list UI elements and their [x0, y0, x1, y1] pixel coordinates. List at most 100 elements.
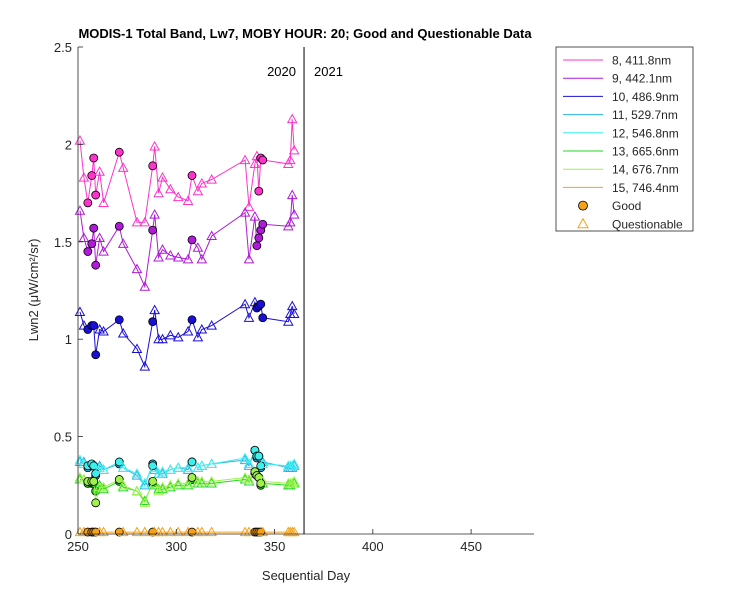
plot-area	[78, 47, 534, 534]
questionable-marker	[157, 244, 168, 254]
x-tick-label: 400	[362, 539, 384, 554]
questionable-marker	[98, 483, 109, 494]
good-marker	[91, 350, 101, 360]
good-marker	[89, 223, 99, 233]
questionable-marker	[165, 481, 176, 492]
questionable-marker	[182, 462, 194, 472]
year-label-2020: 2020	[267, 64, 296, 79]
legend-items: 8, 411.8nm 9, 442.1nm 10, 486.9nm 11, 529.7…	[563, 54, 683, 231]
questionable-marker	[139, 495, 151, 505]
questionable-marker	[131, 485, 143, 496]
questionable-marker	[182, 477, 194, 488]
questionable-marker	[243, 312, 255, 322]
questionable-marker	[192, 462, 204, 472]
x-tick-label: 350	[264, 539, 286, 554]
questionable-marker	[196, 460, 208, 470]
questionable-marker	[139, 497, 151, 507]
questionable-marker	[286, 113, 298, 124]
questionable-marker	[157, 526, 168, 537]
questionable-marker	[239, 207, 251, 217]
good-marker	[187, 457, 197, 467]
questionable-marker	[172, 191, 184, 202]
questionable-marker	[182, 325, 194, 336]
good-marker	[187, 235, 197, 245]
y-tick-label: 1.5	[54, 235, 72, 250]
questionable-marker	[249, 210, 261, 221]
questionable-marker	[149, 477, 161, 488]
questionable-marker	[131, 526, 143, 537]
questionable-marker	[206, 477, 218, 488]
chart-title: MODIS-1 Total Band, Lw7, MOBY HOUR: 20; …	[78, 26, 532, 41]
y-tick-label: 2	[65, 137, 72, 152]
good-marker	[89, 321, 99, 330]
questionable-marker	[149, 304, 161, 315]
x-axis-label: Sequential Day	[262, 568, 351, 583]
questionable-marker	[257, 475, 269, 486]
good-marker	[114, 147, 124, 157]
questionable-marker	[94, 166, 105, 176]
legend-label-questionable: Questionable	[612, 217, 683, 231]
questionable-marker	[239, 154, 251, 165]
legend-box	[555, 46, 694, 232]
questionable-marker	[165, 329, 176, 340]
legend: 8, 411.8nm 9, 442.1nm 10, 486.9nm 11, 529.7…	[555, 46, 694, 232]
x-tick-label: 300	[165, 539, 187, 554]
questionable-marker	[288, 208, 300, 219]
questionable-marker	[98, 464, 109, 474]
questionable-marker	[243, 473, 255, 484]
good-marker	[187, 473, 197, 482]
questionable-marker	[286, 477, 298, 488]
questionable-marker	[131, 263, 143, 274]
questionable-marker	[182, 253, 194, 264]
questionable-marker	[117, 462, 129, 472]
y-axis-label: Lwn2 (μW/cm²/sr)	[26, 239, 41, 342]
good-marker	[91, 190, 101, 200]
year-label-2021: 2021	[314, 64, 343, 79]
y-tick-label: 1	[65, 332, 72, 347]
questionable-marker	[182, 195, 194, 205]
questionable-marker	[249, 158, 261, 168]
questionable-marker	[172, 477, 184, 488]
legend-label-12: 12, 546.8nm	[612, 126, 679, 140]
questionable-marker	[98, 325, 109, 336]
good-marker	[187, 527, 197, 537]
questionable-marker	[196, 177, 208, 188]
questionable-marker	[206, 320, 218, 330]
questionable-marker	[206, 458, 218, 468]
questionable-marker	[243, 253, 255, 264]
series-layer	[74, 113, 300, 537]
questionable-marker	[131, 468, 143, 478]
axes-layer: 250 300 350 400 450 0 0.5 1 1.5 2 2.5	[54, 40, 534, 554]
questionable-marker	[157, 481, 168, 492]
questionable-marker	[98, 197, 109, 207]
questionable-marker	[131, 216, 143, 227]
good-marker	[91, 498, 101, 508]
questionable-marker	[286, 300, 298, 311]
questionable-marker	[282, 316, 294, 326]
questionable-marker	[117, 526, 129, 537]
questionable-marker	[117, 327, 129, 338]
y-tick-label: 0.5	[54, 430, 72, 445]
questionable-marker	[288, 526, 300, 537]
questionable-marker	[117, 481, 129, 492]
series-12	[74, 445, 300, 488]
good-marker	[187, 171, 197, 180]
questionable-marker	[284, 216, 296, 227]
legend-label-8: 8, 411.8nm	[612, 54, 671, 68]
questionable-marker	[172, 331, 184, 342]
good-marker	[254, 186, 264, 196]
series-14	[74, 467, 300, 508]
questionable-marker	[288, 144, 300, 155]
good-marker	[148, 317, 158, 327]
questionable-marker	[153, 468, 164, 478]
questionable-marker	[98, 526, 109, 537]
questionable-marker	[131, 470, 143, 480]
questionable-marker	[139, 216, 151, 227]
questionable-marker	[165, 249, 176, 260]
good-marker	[252, 241, 262, 251]
legend-questionable-marker	[577, 217, 589, 229]
questionable-marker	[182, 479, 194, 490]
questionable-marker	[172, 251, 184, 262]
good-marker	[89, 477, 99, 486]
